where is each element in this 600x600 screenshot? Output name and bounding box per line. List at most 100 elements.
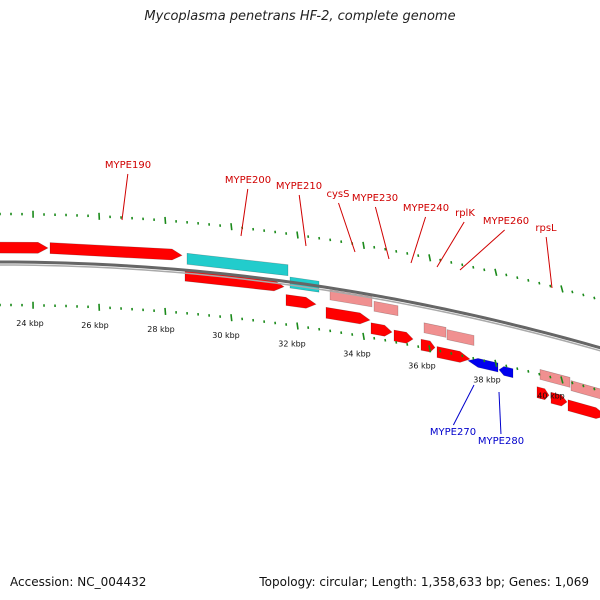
genome-backbone	[0, 260, 600, 352]
scale-tick-outer	[505, 273, 508, 277]
gene-arrow-forward	[325, 306, 371, 325]
scale-tick-outer	[571, 290, 574, 294]
scale-tick-outer	[483, 268, 486, 272]
gene-label-leader	[374, 206, 390, 260]
gene-label-leader	[240, 188, 249, 237]
gene-label-leader	[121, 173, 129, 221]
gene-arrow-forward	[436, 346, 471, 363]
feature-bar-light	[423, 322, 447, 338]
scale-tick-inner	[560, 376, 564, 384]
scale-tick-outer	[362, 241, 365, 250]
gene-label-leader	[410, 216, 427, 264]
gene-arrow-forward	[536, 386, 550, 401]
gene-arrow-reverse	[467, 358, 499, 373]
scale-tick-inner	[527, 369, 530, 373]
gene-label-reverse: MYPE270	[430, 427, 476, 438]
gene-label-leader	[436, 221, 465, 268]
feature-bar-light	[446, 329, 475, 346]
gene-arrow-forward	[49, 242, 183, 261]
kbp-tick-label: 26 kbp	[81, 321, 109, 330]
feature-bar-light	[570, 380, 600, 400]
gene-arrow-forward	[0, 241, 49, 254]
gene-label-forward: rplK	[455, 208, 475, 219]
gene-label-leader	[338, 202, 356, 253]
gene-arrow-forward	[420, 338, 436, 353]
kbp-tick-label: 40 kbp	[537, 391, 565, 400]
gene-label-forward: MYPE210	[276, 181, 322, 192]
kbp-tick-label: 30 kbp	[212, 331, 240, 340]
scale-tick-inner	[439, 349, 442, 353]
accession-text: Accession: NC_004432	[10, 575, 147, 589]
gene-label-forward: MYPE240	[403, 203, 449, 214]
scale-tick-inner	[549, 375, 552, 379]
gene-label-leader	[452, 384, 475, 426]
gene-label-leader	[459, 229, 505, 271]
backbone-inner-line	[0, 264, 600, 352]
feature-bar-light	[373, 300, 399, 317]
scale-tick-inner	[571, 381, 574, 385]
kbp-tick-label: 28 kbp	[147, 325, 175, 334]
scale-tick-outer	[516, 276, 519, 280]
scale-tick-outer	[549, 284, 552, 288]
scale-tick-inner	[593, 387, 596, 391]
scale-tick-inner	[472, 356, 475, 360]
scale-tick-outer	[164, 216, 167, 225]
scale-tick-outer	[593, 296, 596, 300]
kbp-tick-label: 36 kbp	[408, 361, 436, 370]
scale-tick-inner	[483, 359, 486, 363]
gene-label-forward: cysS	[327, 189, 350, 200]
scale-tick-outer	[450, 261, 453, 264]
feature-bar-highlight	[186, 252, 289, 277]
gene-label-leader	[545, 236, 553, 289]
scale-tick-inner	[538, 372, 541, 376]
gene-label-leader	[498, 391, 502, 435]
kbp-tick-label: 38 kbp	[473, 376, 501, 385]
scale-tick-inner	[230, 314, 233, 322]
scale-tick-outer	[527, 278, 530, 282]
gene-label-forward: rpsL	[535, 223, 557, 234]
map-title: Mycoplasma penetrans HF-2, complete geno…	[144, 9, 456, 24]
scale-tick-outer	[230, 223, 233, 231]
gene-label-reverse: MYPE280	[478, 436, 524, 447]
gene-label-leader	[298, 194, 307, 247]
scale-tick-inner	[450, 352, 453, 355]
kbp-tick-label: 32 kbp	[278, 339, 306, 348]
scale-tick-outer	[428, 254, 432, 262]
kbp-tick-label: 34 kbp	[343, 349, 371, 358]
feature-bar-light	[329, 289, 373, 308]
scale-tick-inner	[164, 307, 167, 316]
scale-tick-inner	[516, 367, 519, 371]
scale-tick-outer	[560, 285, 564, 293]
scale-tick-inner	[296, 322, 299, 330]
scale-tick-outer	[472, 265, 475, 269]
genome-summary-text: Topology: circular; Length: 1,358,633 bp…	[259, 575, 589, 589]
gene-labels: 24 kbp 26 kbp 28 kbp 30 kbp 32 kbp 34 kbp 36 k…	[16, 160, 565, 447]
kbp-tick-label: 24 kbp	[16, 319, 44, 328]
gene-label-forward: MYPE230	[352, 193, 398, 204]
scale-tick-outer	[296, 231, 299, 239]
scale-tick-inner	[582, 384, 585, 388]
gene-arrow-forward	[393, 329, 414, 344]
scale-tick-inner	[428, 345, 432, 353]
gene-arrow-forward	[567, 399, 600, 419]
gene-label-forward: MYPE260	[483, 216, 529, 227]
scale-tick-inner	[461, 354, 464, 358]
scale-tick-outer	[494, 268, 498, 277]
gene-arrow-forward	[370, 322, 393, 337]
scale-tick-inner	[362, 332, 365, 341]
gene-arrow-reverse	[498, 366, 514, 379]
gene-arrow-forward	[285, 294, 317, 309]
scale-ticks	[0, 210, 596, 391]
scale-tick-outer	[582, 293, 585, 297]
feature-bar-light	[539, 369, 571, 388]
scale-tick-inner	[505, 364, 508, 368]
scale-tick-outer	[461, 263, 464, 267]
gene-label-forward: MYPE190	[105, 160, 151, 171]
feature-tracks	[0, 241, 600, 419]
gene-label-forward: MYPE200	[225, 175, 271, 186]
gene-arrow-forward	[550, 391, 568, 407]
scale-tick-outer	[538, 281, 541, 285]
backbone-outer-line	[0, 260, 600, 350]
